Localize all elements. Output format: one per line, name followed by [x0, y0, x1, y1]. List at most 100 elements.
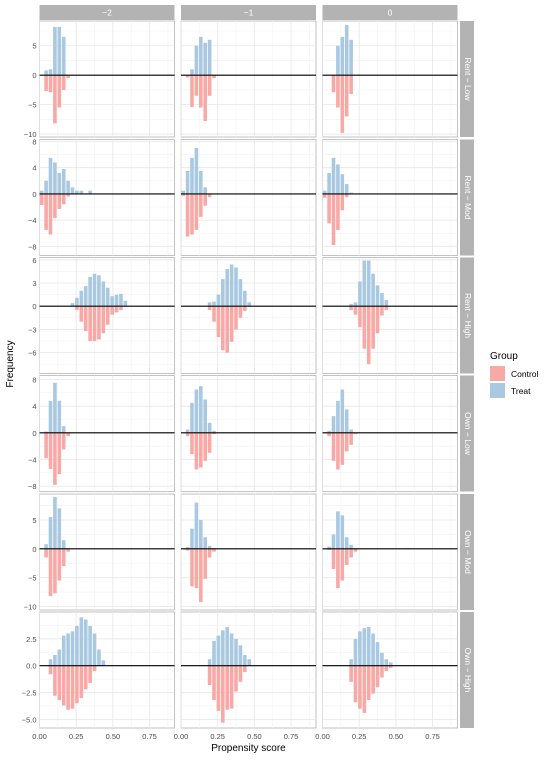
treat-bar [57, 508, 62, 549]
control-bar [212, 432, 216, 435]
treat-bar [336, 400, 340, 433]
treat-bar [39, 190, 44, 194]
y-tick-label: 0 [32, 429, 36, 438]
treat-bar [199, 386, 203, 433]
row-strip-label: Rent − Mod [463, 175, 473, 219]
control-bar [380, 665, 384, 678]
treat-bar [349, 192, 353, 194]
control-bar [349, 75, 353, 95]
control-bar [53, 432, 57, 485]
column-strip [322, 5, 458, 20]
treat-bar [199, 36, 203, 76]
control-bar [207, 75, 212, 96]
control-bar [83, 665, 88, 690]
control-bar [384, 306, 389, 311]
control-bar [194, 193, 199, 230]
y-tick-label: 5 [32, 42, 36, 51]
control-bar [207, 432, 212, 453]
control-bar [66, 548, 70, 552]
treat-bar [70, 303, 75, 307]
control-bar [327, 193, 331, 224]
control-bar [53, 548, 57, 594]
y-tick-label: −4 [28, 456, 37, 465]
treat-bar [380, 652, 384, 666]
treat-bar [221, 279, 225, 307]
treat-bar [322, 190, 327, 194]
control-bar [181, 193, 186, 196]
treat-bar [48, 157, 53, 194]
y-tick-label: 6 [32, 256, 36, 265]
control-bar [185, 75, 190, 78]
panel-background [180, 611, 317, 729]
treat-bar [66, 633, 70, 666]
treat-bar [44, 544, 48, 549]
control-bar [221, 665, 225, 723]
control-bar [199, 548, 203, 602]
treat-bar [53, 654, 57, 666]
treat-bar [207, 302, 212, 307]
treat-bar [185, 547, 190, 549]
treat-bar [207, 422, 212, 433]
control-bar [61, 665, 66, 706]
treat-bar [344, 409, 349, 433]
control-bar [212, 75, 216, 79]
legend-swatch-treat [490, 383, 505, 398]
control-bar [57, 665, 62, 701]
x-tick-label: 0.00 [174, 732, 189, 741]
treat-bar [53, 162, 57, 194]
treat-bar [207, 39, 212, 76]
treat-bar [229, 633, 234, 666]
treat-bar [349, 659, 353, 666]
control-bar [199, 193, 203, 217]
control-bar [203, 432, 208, 461]
control-bar [221, 306, 225, 351]
y-tick-label: 4 [32, 402, 36, 411]
treat-bar [362, 628, 367, 666]
control-bar [216, 306, 221, 338]
control-bar [234, 665, 238, 692]
row-strip [460, 21, 474, 137]
legend-title: Group [490, 351, 518, 362]
y-tick-label: 5 [32, 516, 36, 525]
control-bar [327, 432, 331, 437]
y-tick-label: 0 [32, 190, 36, 199]
control-bar [53, 193, 57, 219]
treat-bar [92, 633, 97, 666]
control-bar [216, 665, 221, 711]
treat-bar [190, 69, 194, 76]
control-bar [207, 665, 212, 686]
control-bar [48, 432, 53, 469]
control-bar [48, 665, 53, 675]
control-bar [88, 306, 92, 342]
y-tick-label: 0 [32, 71, 36, 80]
treat-bar [83, 286, 88, 307]
treat-bar [331, 157, 336, 194]
control-bar [243, 665, 247, 673]
treat-bar [44, 70, 48, 76]
treat-bar [61, 540, 66, 549]
panel-background [322, 257, 458, 374]
control-bar [83, 306, 88, 331]
control-bar [75, 306, 79, 311]
control-bar [57, 548, 62, 581]
control-bar [66, 75, 70, 79]
control-bar [243, 306, 247, 311]
treat-bar [327, 172, 331, 194]
control-bar [327, 548, 331, 550]
control-bar [61, 548, 66, 567]
treat-bar [92, 273, 97, 307]
treat-bar [327, 430, 331, 433]
treat-bar [243, 290, 247, 307]
control-bar [199, 75, 203, 108]
y-tick-label: 0.0 [26, 662, 36, 671]
column-strip-label: −2 [102, 8, 112, 18]
treat-bar [44, 431, 48, 433]
row-strip [460, 494, 474, 610]
control-bar [185, 548, 190, 551]
treat-bar [380, 293, 384, 307]
control-bar [353, 548, 358, 552]
control-bar [194, 432, 199, 470]
control-bar [322, 193, 327, 198]
x-tick-label: 0.25 [210, 732, 225, 741]
